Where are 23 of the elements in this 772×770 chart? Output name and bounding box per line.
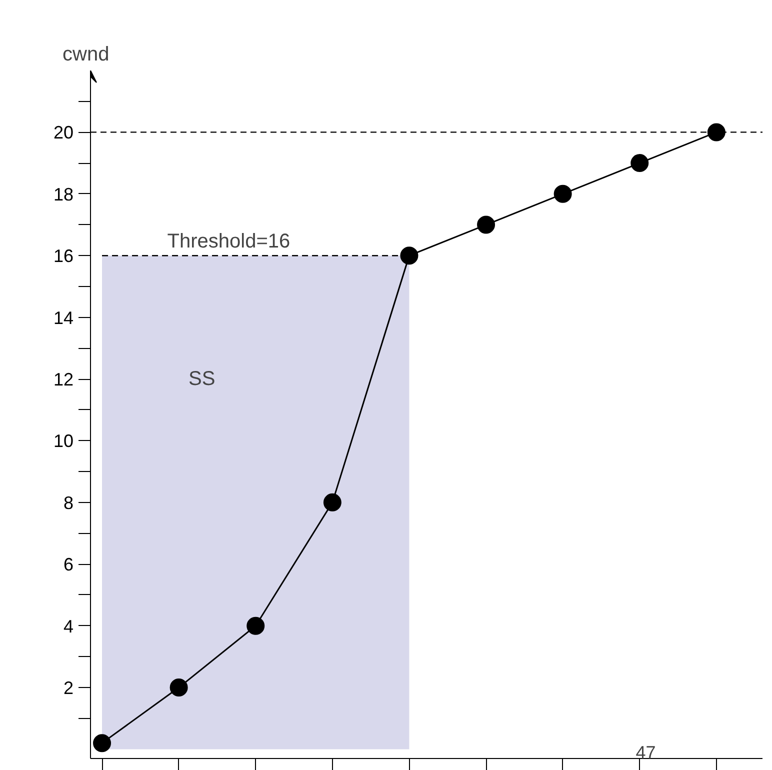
y-tick-label: 14 <box>53 308 74 328</box>
point <box>93 734 112 752</box>
point <box>630 154 649 172</box>
y-tick-label: 18 <box>53 184 74 204</box>
point <box>477 216 496 234</box>
y-tick-label: 10 <box>53 431 74 452</box>
annotation: SS <box>188 368 216 390</box>
point <box>400 246 418 265</box>
annotation: 47 <box>636 742 656 762</box>
y-tick-label: 8 <box>63 492 74 513</box>
point <box>707 123 726 142</box>
y-tick-label: 2 <box>63 678 74 698</box>
y-tick-label: 6 <box>63 554 74 575</box>
point <box>246 616 265 635</box>
point <box>170 678 188 697</box>
y-tick-label: 4 <box>63 616 74 636</box>
annotation: Threshold=16 <box>167 230 290 253</box>
y-tick-label: 20 <box>53 122 74 143</box>
point <box>323 493 342 512</box>
y-tick-label: 16 <box>53 246 74 266</box>
point <box>554 184 572 203</box>
y-tick-label: 12 <box>53 370 74 390</box>
y-axis-title: cwnd <box>62 44 110 66</box>
